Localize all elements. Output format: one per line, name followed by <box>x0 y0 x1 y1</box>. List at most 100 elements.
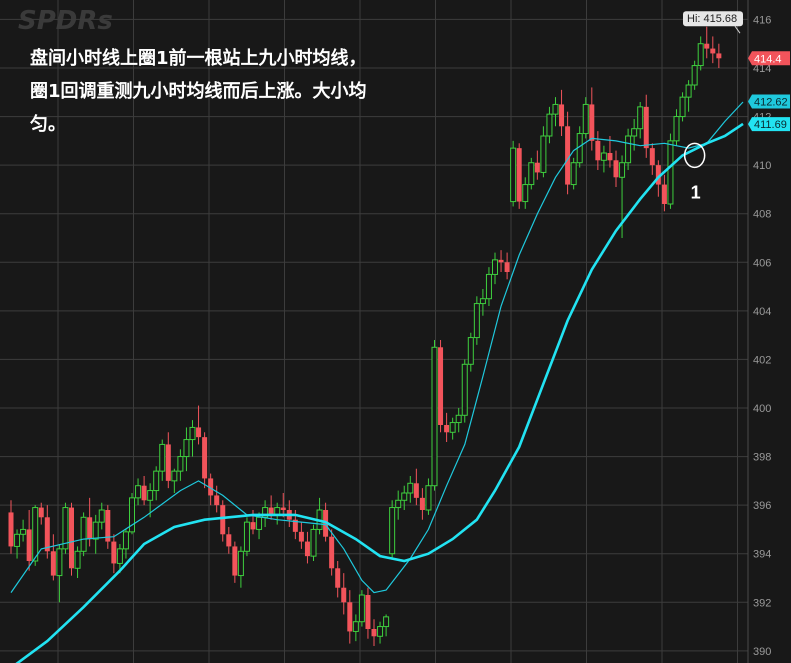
candle-body <box>183 439 190 458</box>
candle-body <box>226 534 232 547</box>
candle-body <box>516 148 522 202</box>
candle-body <box>655 165 661 185</box>
candle-body <box>565 126 571 185</box>
price-tag-bg <box>748 51 790 66</box>
candle-body <box>208 478 214 496</box>
price-axis: 3903923943963984004024044064084104124144… <box>747 0 771 663</box>
candle-body <box>607 153 613 161</box>
tick-label: 404 <box>753 306 771 318</box>
candle-body <box>177 456 184 472</box>
candle-body <box>80 516 87 552</box>
candle-body <box>365 595 371 629</box>
candle-body <box>341 587 347 603</box>
candle-body <box>189 426 196 441</box>
candle-body <box>413 483 419 498</box>
candle-body <box>62 507 69 550</box>
candle-body <box>552 103 559 115</box>
price-tag-label: 412.62 <box>754 97 788 109</box>
candle-body <box>595 140 601 161</box>
price-tag-label: 411.69 <box>754 119 787 131</box>
candle-body <box>335 568 341 588</box>
moving-average-lines <box>10 101 744 663</box>
candle-body <box>467 337 474 365</box>
annotation-text: 盘间小时线上圈1前一根站上九小时均线， 圈1回调重测九小时均线而后上涨。大小均 … <box>30 48 367 135</box>
high-label: Hi: 415.68 <box>687 13 737 25</box>
candle-body <box>56 548 63 577</box>
fast-ma-line <box>10 101 744 594</box>
price-tag-bg <box>748 94 790 109</box>
candle-body <box>425 485 432 511</box>
tick-label: 398 <box>753 452 771 464</box>
candle-body <box>87 517 93 540</box>
candle-body <box>649 148 655 166</box>
candle-body <box>498 259 504 263</box>
candle-body <box>14 533 21 547</box>
candle-body <box>479 298 486 305</box>
candle-body <box>613 160 619 178</box>
high-label-pointer <box>734 25 741 34</box>
candle-body <box>582 103 589 135</box>
candle-body <box>673 116 680 142</box>
candle-body <box>473 303 480 339</box>
marker-circle <box>683 142 706 169</box>
candle-body <box>522 184 529 203</box>
candle-body <box>122 531 129 550</box>
candle-body <box>589 104 595 141</box>
candle-body <box>159 443 166 472</box>
price-tags: 414.4 412.62 411.69 Hi: 415.68 <box>683 11 790 132</box>
candle-body <box>661 184 667 204</box>
candle-body <box>141 485 147 501</box>
candle-body <box>431 346 438 487</box>
candle-body <box>135 485 142 499</box>
candle-body <box>220 505 226 535</box>
candle-body <box>625 135 632 164</box>
tick-label: 414 <box>753 63 771 75</box>
candle-body <box>243 521 250 552</box>
candle-body <box>504 262 510 272</box>
tick-label: 396 <box>753 500 771 512</box>
candle-body <box>292 519 298 532</box>
candle-body <box>510 147 517 203</box>
candle-body <box>455 414 462 424</box>
candle-body <box>600 152 607 161</box>
candle-body <box>704 43 710 49</box>
candle-body <box>710 48 716 54</box>
candle-body <box>20 528 27 535</box>
candle-body <box>697 43 704 67</box>
candle-body <box>461 363 468 416</box>
tick-label: 406 <box>753 257 771 269</box>
candle-body <box>298 531 304 542</box>
candle-body <box>395 499 402 509</box>
candle-body <box>304 541 310 557</box>
candle-body <box>50 551 56 576</box>
candle-body <box>129 497 135 533</box>
callout-marker: 1 <box>683 142 706 202</box>
candle-body <box>371 629 377 637</box>
tick-label: 394 <box>753 549 771 561</box>
candle-body <box>214 495 220 506</box>
tick-label: 392 <box>753 597 771 609</box>
candle-body <box>419 497 425 510</box>
tick-label: 416 <box>753 14 771 26</box>
candle-body <box>716 53 722 59</box>
candle-body <box>92 521 99 540</box>
candle-body <box>540 135 547 173</box>
candle-body <box>8 512 14 547</box>
candle-body <box>389 507 396 555</box>
candle-body <box>546 113 553 137</box>
price-tag-bg <box>748 117 790 132</box>
candle-body <box>352 621 359 632</box>
candle-body <box>691 65 698 86</box>
candle-body <box>98 509 105 523</box>
candle-body <box>358 594 365 623</box>
candle-body <box>534 162 540 173</box>
candle-body <box>74 550 81 569</box>
candle-body <box>438 347 444 425</box>
candle-body <box>116 548 123 564</box>
candle-body <box>570 162 577 186</box>
candle-body <box>528 162 535 186</box>
slow-ma-line <box>15 122 744 663</box>
candle-body <box>280 507 286 510</box>
candle-body <box>347 602 353 632</box>
